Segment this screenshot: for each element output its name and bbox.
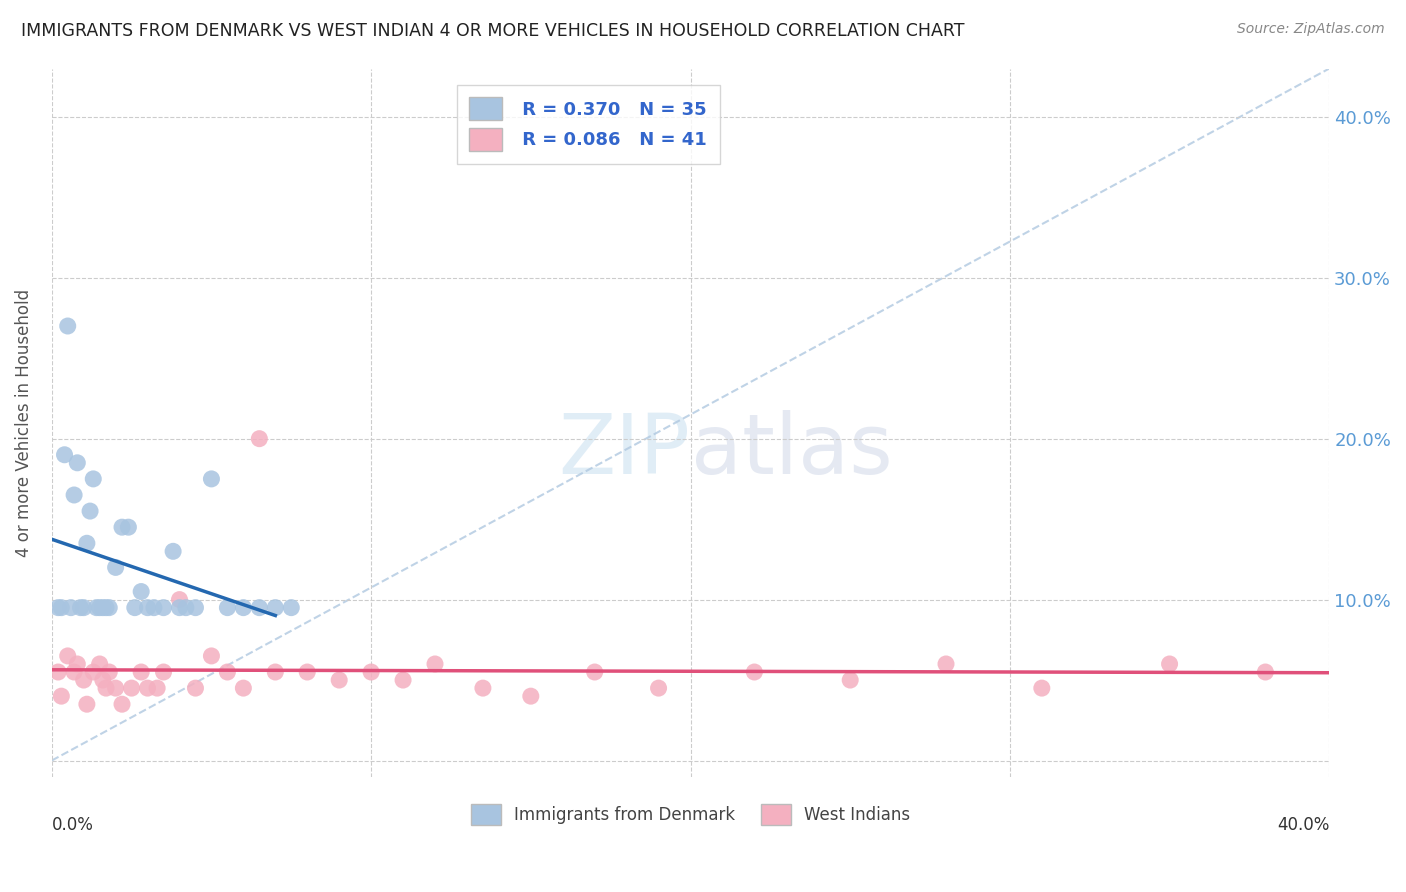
Point <box>1254 665 1277 679</box>
Point <box>247 600 270 615</box>
Point <box>200 472 222 486</box>
Text: 0.0%: 0.0% <box>52 815 94 833</box>
Point <box>169 592 191 607</box>
Point <box>184 600 207 615</box>
Point <box>53 448 76 462</box>
Point <box>104 681 127 695</box>
Point <box>46 600 69 615</box>
Point <box>56 318 79 333</box>
Point <box>1159 657 1181 671</box>
Point <box>146 681 169 695</box>
Text: atlas: atlas <box>690 410 893 491</box>
Point <box>111 697 134 711</box>
Point <box>89 600 111 615</box>
Point <box>66 456 89 470</box>
Point <box>297 665 319 679</box>
Point <box>232 600 254 615</box>
Point <box>94 600 117 615</box>
Point <box>136 600 159 615</box>
Point <box>129 584 152 599</box>
Point <box>392 673 415 687</box>
Point <box>232 681 254 695</box>
Point <box>82 472 104 486</box>
Point <box>264 600 287 615</box>
Point <box>1031 681 1053 695</box>
Point <box>744 665 766 679</box>
Point <box>69 600 91 615</box>
Point <box>111 520 134 534</box>
Point <box>152 600 174 615</box>
Point <box>174 600 197 615</box>
Point <box>82 665 104 679</box>
Point <box>280 600 302 615</box>
Point <box>247 432 270 446</box>
Point <box>86 600 108 615</box>
Point <box>360 665 382 679</box>
Point <box>59 600 82 615</box>
Point <box>647 681 669 695</box>
Point <box>98 600 121 615</box>
Point <box>94 681 117 695</box>
Point <box>184 681 207 695</box>
Text: 40.0%: 40.0% <box>1277 815 1329 833</box>
Point <box>839 673 862 687</box>
Point <box>117 520 139 534</box>
Point <box>76 536 98 550</box>
Point <box>73 600 96 615</box>
Point <box>583 665 606 679</box>
Y-axis label: 4 or more Vehicles in Household: 4 or more Vehicles in Household <box>15 288 32 557</box>
Point <box>46 665 69 679</box>
Point <box>91 600 114 615</box>
Point <box>328 673 350 687</box>
Point <box>471 681 494 695</box>
Point <box>91 673 114 687</box>
Point <box>73 673 96 687</box>
Text: Source: ZipAtlas.com: Source: ZipAtlas.com <box>1237 22 1385 37</box>
Point <box>152 665 174 679</box>
Point <box>162 544 184 558</box>
Point <box>423 657 446 671</box>
Point <box>56 648 79 663</box>
Point <box>200 648 222 663</box>
Point <box>98 665 121 679</box>
Point <box>217 665 239 679</box>
Point <box>520 689 543 703</box>
Text: IMMIGRANTS FROM DENMARK VS WEST INDIAN 4 OR MORE VEHICLES IN HOUSEHOLD CORRELATI: IMMIGRANTS FROM DENMARK VS WEST INDIAN 4… <box>21 22 965 40</box>
Point <box>121 681 143 695</box>
Point <box>63 665 86 679</box>
Point <box>104 560 127 574</box>
Point <box>66 657 89 671</box>
Point <box>217 600 239 615</box>
Point <box>51 600 73 615</box>
Point <box>79 504 101 518</box>
Point <box>264 665 287 679</box>
Point <box>51 689 73 703</box>
Point <box>935 657 957 671</box>
Text: ZIP: ZIP <box>558 410 690 491</box>
Point <box>63 488 86 502</box>
Point <box>142 600 165 615</box>
Point <box>76 697 98 711</box>
Point <box>136 681 159 695</box>
Legend: Immigrants from Denmark, West Indians: Immigrants from Denmark, West Indians <box>464 797 917 832</box>
Point <box>129 665 152 679</box>
Point <box>169 600 191 615</box>
Point <box>89 657 111 671</box>
Point <box>124 600 146 615</box>
